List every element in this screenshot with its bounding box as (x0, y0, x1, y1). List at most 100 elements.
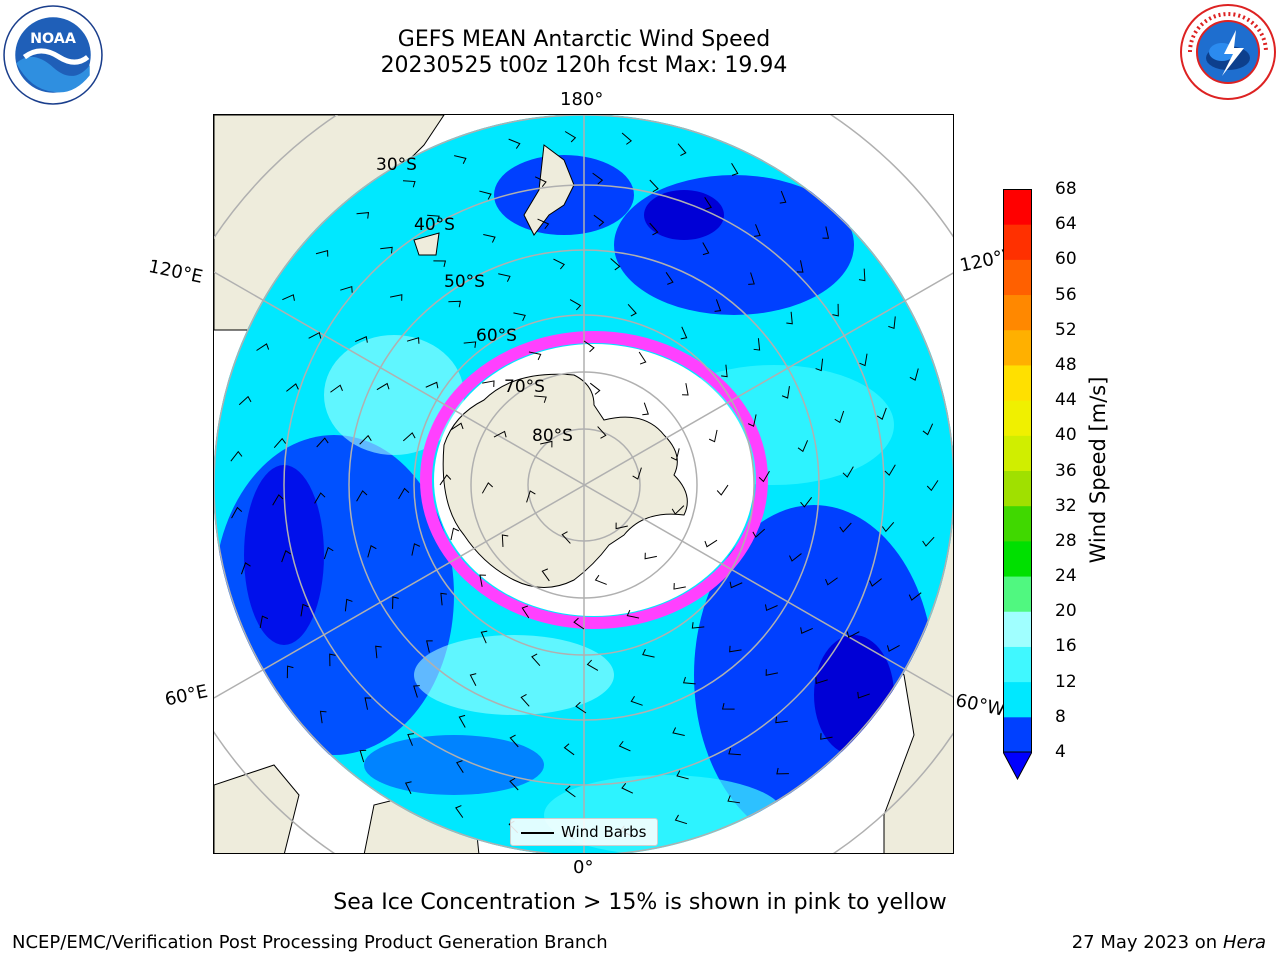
wind-barb (869, 578, 882, 587)
wind-barb (800, 627, 813, 634)
graticule (214, 115, 953, 853)
wind-barb (483, 234, 496, 243)
wind-barb (356, 490, 368, 502)
colorbar-tick-label: 60 (1055, 249, 1077, 270)
wind-barb (406, 337, 420, 344)
colorbar-underflow (1003, 751, 1032, 780)
wind-barb (282, 294, 295, 301)
wind-barb (649, 222, 659, 236)
colorbar-label: Wind Speed [m/s] (1086, 376, 1110, 564)
wind-barb (359, 434, 372, 445)
wind-barb (800, 497, 813, 508)
land-africa (214, 764, 300, 853)
wind-barb (758, 470, 770, 483)
wind-barb (498, 273, 511, 282)
wind-barb (618, 740, 631, 752)
wind-barb (642, 402, 649, 416)
wind-barb (632, 467, 642, 480)
lon-label-60e: 60°E (163, 681, 210, 711)
colorbar-segment (1003, 259, 1032, 296)
wind-barb (520, 694, 530, 707)
footer-date: 27 May 2023 on Hera (1072, 932, 1266, 953)
footer-credit: NCEP/EMC/Verification Post Processing Pr… (12, 932, 608, 953)
wind-barb (729, 645, 742, 653)
legend-line-icon (521, 832, 554, 834)
wind-barb (677, 143, 687, 157)
wind-barb (344, 598, 353, 612)
wind-barb (731, 162, 739, 176)
latitude-labels: 30°S 40°S 50°S 60°S 70°S 80°S (376, 155, 573, 446)
wind-barb (300, 603, 309, 617)
wind-barb (670, 448, 680, 461)
colorbar-segment (1003, 576, 1032, 612)
wind-barb (702, 242, 710, 256)
wind-barb (752, 528, 766, 538)
colorbar-tick-label: 64 (1055, 214, 1077, 235)
wind-barb (508, 138, 521, 149)
wind-barb (676, 770, 689, 780)
colorbar-tick-label: 36 (1055, 460, 1077, 481)
wind-barb (825, 577, 838, 586)
polar-map: 30°S 40°S 50°S 60°S 70°S 80°S (214, 115, 953, 853)
wind-barb (553, 258, 565, 270)
wind-barb (314, 492, 326, 504)
wind-barb (376, 382, 390, 391)
wind-barb (673, 583, 686, 590)
wind-barb (728, 747, 741, 756)
wind-barb (537, 218, 550, 230)
colorbar-tick-label: 32 (1055, 495, 1077, 516)
wind-barb (380, 246, 393, 254)
wind-barb (330, 384, 343, 393)
colorbar-tick-label: 68 (1055, 179, 1077, 199)
colorbar-segment (1003, 681, 1032, 718)
wind-barb (411, 543, 421, 556)
wind-barb (402, 180, 416, 188)
lon-label-60w: 60°W (953, 690, 1007, 721)
footer-host: Hera (1222, 932, 1266, 953)
wind-barb (256, 343, 270, 351)
lat-label-80s: 80°S (532, 426, 573, 446)
wind-barb (626, 609, 640, 619)
wind-barb (858, 268, 866, 282)
lat-label-50s: 50°S (444, 272, 485, 292)
wind-barb (359, 749, 367, 763)
wind-barb (922, 536, 935, 547)
wind-barb (375, 645, 382, 659)
footer-date-text: 27 May 2023 on (1071, 932, 1218, 953)
map-legend: Wind Barbs (510, 818, 658, 846)
wind-barb (815, 677, 828, 684)
wind-barb (356, 212, 370, 219)
wind-barb (319, 710, 327, 724)
wind-barb (764, 604, 778, 612)
wind-barb (575, 701, 587, 714)
wind-barb (534, 176, 547, 187)
wind-barb (721, 703, 735, 710)
noaa-logo: NOAA (3, 5, 103, 105)
wind-barb (528, 351, 542, 361)
wind-barb (765, 669, 779, 676)
wind-barb (398, 487, 410, 500)
wind-barbs (230, 131, 939, 840)
wind-barb (621, 132, 632, 145)
wind-barb (908, 592, 922, 601)
colorbar-tick-label: 4 (1055, 742, 1066, 762)
wind-barb (721, 364, 728, 378)
wind-barb (680, 326, 688, 340)
wind-barb (501, 534, 509, 547)
wind-barb (458, 714, 466, 728)
wind-barb (469, 673, 477, 686)
wind-barb (509, 734, 519, 748)
wind-barb (534, 395, 547, 403)
wind-barb (364, 697, 372, 710)
wind-barb (789, 553, 802, 562)
wind-barb (439, 474, 452, 486)
wind-barb (846, 631, 860, 639)
legend-label: Wind Barbs (561, 823, 647, 841)
wind-barb (649, 179, 659, 193)
wind-barb (748, 272, 755, 285)
wind-barb (392, 596, 399, 609)
colorbar-segment (1003, 224, 1032, 260)
wind-barb (456, 760, 464, 773)
wind-barb (433, 260, 447, 267)
svg-text:NOAA: NOAA (30, 31, 76, 47)
